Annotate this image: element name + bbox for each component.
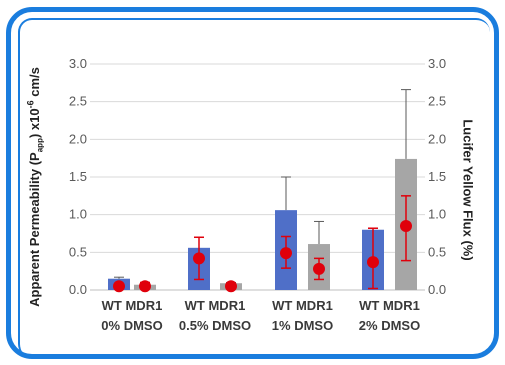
x-category-label-line2: 1% DMSO	[272, 318, 333, 333]
y-tick-label-right: 1.0	[428, 207, 446, 222]
y-tick-label-left: 2.5	[69, 94, 87, 109]
flux-point	[113, 280, 125, 293]
x-category-label-line1: WT MDR1	[102, 298, 163, 313]
inner-frame	[18, 18, 490, 358]
y-tick-label-right: 0.5	[428, 244, 446, 259]
flux-point	[280, 247, 292, 260]
y-tick-label-left: 2.0	[69, 131, 87, 146]
y-tick-label-left: 0.5	[69, 244, 87, 259]
y-tick-label-right: 2.0	[428, 131, 446, 146]
x-category-label-line1: WT MDR1	[185, 298, 246, 313]
x-category-label-line2: 0.5% DMSO	[179, 318, 251, 333]
flux-point	[400, 219, 412, 232]
flux-point	[193, 252, 205, 265]
y-tick-label-left: 1.0	[69, 207, 87, 222]
x-category-label-line1: WT MDR1	[272, 298, 333, 313]
y-tick-label-right: 0.0	[428, 282, 446, 297]
x-category-label-line2: 0% DMSO	[101, 318, 162, 333]
flux-point	[139, 280, 151, 293]
y-tick-label-right: 2.5	[428, 94, 446, 109]
y-tick-label-left: 0.0	[69, 282, 87, 297]
x-category-label-line1: WT MDR1	[359, 298, 420, 313]
flux-point	[225, 280, 237, 293]
flux-point	[367, 256, 379, 269]
y-tick-label-left: 3.0	[69, 56, 87, 71]
y-tick-label-right: 3.0	[428, 56, 446, 71]
y-tick-label-left: 1.5	[69, 169, 87, 184]
x-category-label-line2: 2% DMSO	[359, 318, 420, 333]
y-tick-label-right: 1.5	[428, 169, 446, 184]
flux-point	[313, 262, 325, 275]
